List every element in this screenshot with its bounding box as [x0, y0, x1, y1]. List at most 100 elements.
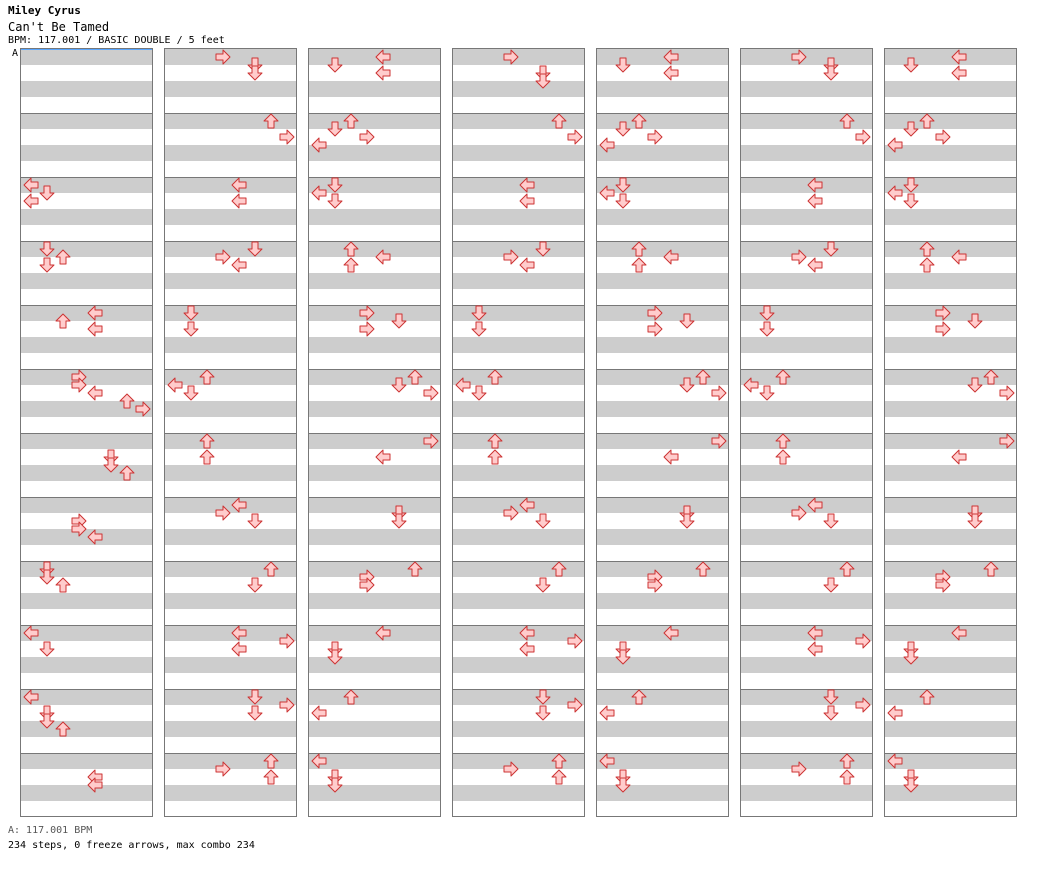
step-arrow-left-icon	[87, 529, 103, 545]
measure-line	[165, 497, 296, 498]
step-arrow-right-icon	[359, 305, 375, 321]
beat-band	[453, 145, 584, 161]
beat-band	[597, 561, 728, 577]
step-arrow-left-icon	[807, 625, 823, 641]
step-arrow-left-icon	[231, 497, 247, 513]
step-arrow-down-icon	[823, 65, 839, 81]
measure-line	[165, 689, 296, 690]
beat-band	[165, 529, 296, 545]
step-arrow-right-icon	[215, 761, 231, 777]
step-arrow-up-icon	[487, 433, 503, 449]
measure-line	[453, 561, 584, 562]
step-arrow-right-icon	[647, 129, 663, 145]
step-arrow-right-icon	[999, 385, 1015, 401]
beat-band	[453, 337, 584, 353]
beat-band	[597, 433, 728, 449]
step-arrow-left-icon	[23, 625, 39, 641]
measure-line	[453, 753, 584, 754]
beat-band	[741, 657, 872, 673]
beat-band	[885, 49, 1016, 65]
beat-band	[165, 433, 296, 449]
beat-band	[453, 785, 584, 801]
measure-line	[453, 305, 584, 306]
beat-band	[597, 145, 728, 161]
measure-line	[309, 625, 440, 626]
measure-line	[597, 113, 728, 114]
song-title: Can't Be Tamed	[8, 20, 110, 34]
measure-line	[309, 305, 440, 306]
measure-line	[741, 177, 872, 178]
step-arrow-down-icon	[679, 513, 695, 529]
step-arrow-up-icon	[919, 241, 935, 257]
step-arrow-down-icon	[903, 649, 919, 665]
measure-line	[165, 113, 296, 114]
beat-band	[741, 529, 872, 545]
beat-band	[597, 369, 728, 385]
beat-band	[165, 593, 296, 609]
beat-band	[741, 209, 872, 225]
step-arrow-left-icon	[87, 305, 103, 321]
beat-band	[309, 273, 440, 289]
step-arrow-left-icon	[951, 65, 967, 81]
beat-band	[453, 657, 584, 673]
beat-band	[453, 177, 584, 193]
beat-band	[453, 273, 584, 289]
beat-band	[741, 241, 872, 257]
beat-band	[309, 49, 440, 65]
beat-band	[597, 625, 728, 641]
measure-line	[453, 433, 584, 434]
step-arrow-up-icon	[55, 313, 71, 329]
measure-line	[165, 241, 296, 242]
measure-line	[885, 177, 1016, 178]
measure-line	[21, 625, 152, 626]
step-arrow-right-icon	[359, 577, 375, 593]
beat-band	[165, 305, 296, 321]
step-arrow-right-icon	[647, 305, 663, 321]
measure-line	[309, 177, 440, 178]
step-arrow-down-icon	[103, 457, 119, 473]
beat-band	[885, 657, 1016, 673]
measure-line	[885, 113, 1016, 114]
beat-band	[885, 785, 1016, 801]
step-arrow-left-icon	[599, 753, 615, 769]
measure-line	[741, 305, 872, 306]
step-arrow-down-icon	[535, 705, 551, 721]
step-arrow-left-icon	[951, 249, 967, 265]
step-arrow-right-icon	[567, 633, 583, 649]
measure-line	[741, 369, 872, 370]
step-arrow-down-icon	[823, 241, 839, 257]
measure-line	[597, 305, 728, 306]
beat-band	[885, 241, 1016, 257]
step-arrow-left-icon	[87, 777, 103, 793]
step-arrow-up-icon	[343, 113, 359, 129]
beat-band	[165, 785, 296, 801]
beat-band	[21, 497, 152, 513]
beat-band	[597, 113, 728, 129]
measure-line	[885, 689, 1016, 690]
measure-line	[885, 625, 1016, 626]
step-arrow-up-icon	[551, 113, 567, 129]
chart-column	[308, 48, 441, 817]
step-arrow-left-icon	[311, 705, 327, 721]
measure-line	[741, 433, 872, 434]
measure-line	[21, 561, 152, 562]
step-arrow-up-icon	[983, 369, 999, 385]
beat-band	[165, 497, 296, 513]
beat-band	[741, 337, 872, 353]
chart-info: BPM: 117.001 / BASIC DOUBLE / 5 feet	[8, 35, 225, 46]
measure-line	[885, 241, 1016, 242]
step-arrow-right-icon	[215, 249, 231, 265]
step-arrow-up-icon	[983, 561, 999, 577]
step-arrow-down-icon	[903, 777, 919, 793]
step-arrow-up-icon	[919, 113, 935, 129]
beat-band	[165, 657, 296, 673]
step-arrow-up-icon	[919, 257, 935, 273]
step-arrow-down-icon	[759, 321, 775, 337]
step-arrow-up-icon	[631, 689, 647, 705]
step-arrow-right-icon	[503, 505, 519, 521]
beat-band	[165, 561, 296, 577]
measure-line	[741, 561, 872, 562]
beat-band	[741, 721, 872, 737]
beat-band	[309, 113, 440, 129]
beat-band	[885, 561, 1016, 577]
